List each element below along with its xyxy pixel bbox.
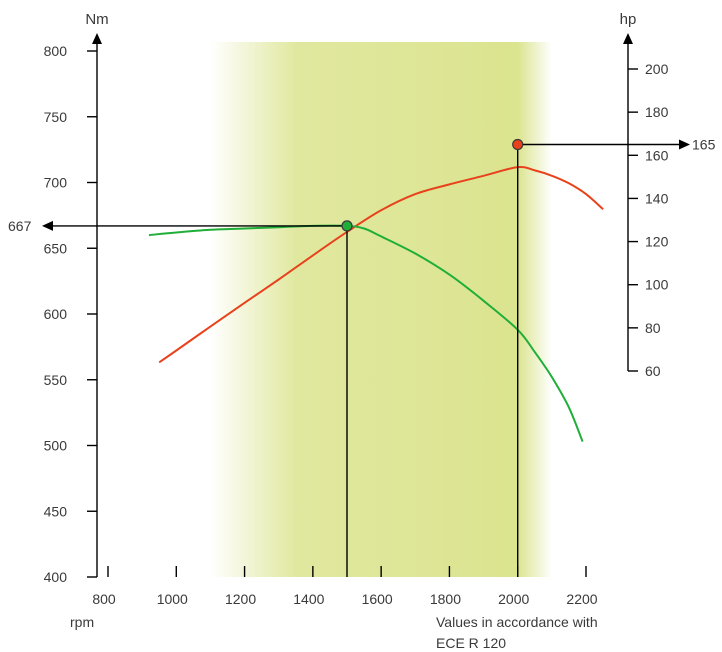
x-tick-label: 1400 <box>293 591 324 607</box>
left-y-tick-label: 650 <box>44 240 68 256</box>
right-y-tick-label: 100 <box>645 277 669 293</box>
footnote-line-1: Values in accordance with <box>436 614 598 630</box>
left-y-tick-label: 700 <box>44 175 68 191</box>
power-peak-value-label: 165 <box>692 137 716 153</box>
x-tick-label: 1000 <box>157 591 188 607</box>
x-tick-label: 2200 <box>566 591 597 607</box>
x-tick-label: 800 <box>92 591 116 607</box>
right-y-tick-label: 200 <box>645 61 669 77</box>
torque-peak-value-label: 667 <box>8 218 32 234</box>
left-y-tick-label: 400 <box>44 569 68 585</box>
left-y-ticks: 400 450 500 550 600 650 700 750 800 <box>44 43 97 585</box>
left-y-tick-label: 800 <box>44 43 68 59</box>
x-tick-label: 2000 <box>498 591 529 607</box>
right-y-tick-label: 160 <box>645 147 669 163</box>
peak-annotations: 667 165 <box>8 137 716 577</box>
right-y-ticks: 60 80 100 120 140 160 180 200 <box>628 61 669 379</box>
left-y-tick-label: 750 <box>44 109 68 125</box>
x-tick-label: 1600 <box>362 591 393 607</box>
left-y-axis-unit: Nm <box>85 11 108 28</box>
power-curve-line <box>158 165 604 364</box>
right-y-tick-label: 140 <box>645 190 669 206</box>
right-y-tick-label: 180 <box>645 104 669 120</box>
right-y-axis-unit: hp <box>620 11 637 28</box>
right-y-tick-label: 60 <box>645 363 661 379</box>
footnote-line-2: ECE R 120 <box>436 635 506 651</box>
left-y-tick-label: 600 <box>44 306 68 322</box>
x-tick-label: 1200 <box>225 591 256 607</box>
left-y-axis-arrow <box>92 33 102 44</box>
right-y-tick-label: 120 <box>645 234 669 250</box>
torque-peak-marker <box>341 220 353 232</box>
operating-range-band <box>210 42 552 577</box>
power-peak-arrow <box>679 139 690 150</box>
torque-peak-arrow <box>42 220 53 231</box>
right-y-axis-arrow <box>623 33 633 44</box>
x-axis-unit: rpm <box>70 614 94 630</box>
x-ticks: 800 1000 1200 1400 1600 1800 2000 2200 <box>92 566 598 607</box>
left-y-tick-label: 450 <box>44 503 68 519</box>
left-y-tick-label: 500 <box>44 438 68 454</box>
left-y-tick-label: 550 <box>44 372 68 388</box>
power-peak-marker <box>512 138 524 151</box>
torque-curve-line <box>148 224 584 442</box>
right-y-tick-label: 80 <box>645 320 661 336</box>
axes <box>92 33 633 577</box>
x-tick-label: 1800 <box>430 591 461 607</box>
